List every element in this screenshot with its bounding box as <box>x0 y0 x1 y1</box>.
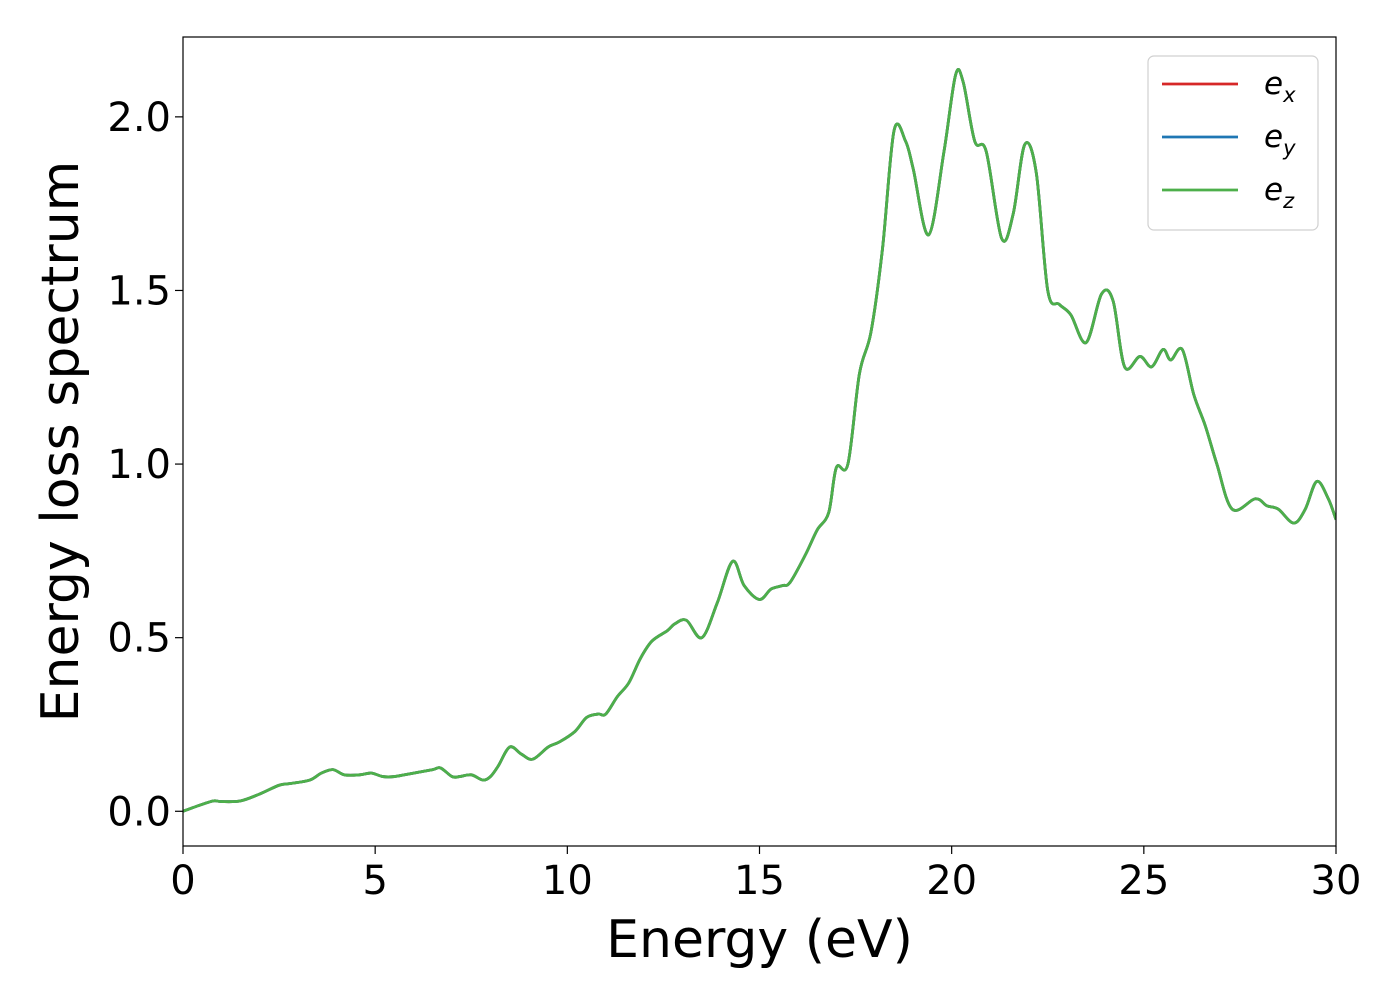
y-tick-label: 0.5 <box>107 616 171 662</box>
x-tick-label: 20 <box>926 858 977 904</box>
x-tick-label: 10 <box>542 858 593 904</box>
y-tick-label: 1.0 <box>107 442 171 488</box>
x-tick-label: 5 <box>362 858 387 904</box>
y-tick-label: 0.0 <box>107 789 171 835</box>
x-tick-label: 0 <box>170 858 195 904</box>
legend-label-base: e <box>1264 66 1283 102</box>
y-axis: 0.0 0.5 1.0 1.5 2.0 <box>107 95 183 835</box>
x-tick-label: 25 <box>1118 858 1169 904</box>
legend-label-subscript: z <box>1282 189 1295 213</box>
x-axis: 0 5 10 15 20 25 30 <box>170 846 1361 904</box>
legend-label-base: e <box>1264 172 1283 208</box>
legend-label-z: ez <box>1264 172 1295 213</box>
legend-label-subscript: x <box>1282 83 1296 107</box>
legend-label-subscript: y <box>1282 136 1296 160</box>
y-tick-label: 1.5 <box>107 268 171 314</box>
legend-label-x: ex <box>1264 66 1296 107</box>
legend-label-base: e <box>1264 119 1283 155</box>
y-axis-label: Energy loss spectrum <box>31 161 91 723</box>
series-lines <box>183 68 1336 813</box>
x-axis-label: Energy (eV) <box>606 910 913 970</box>
series-line-z <box>183 68 1336 813</box>
legend-label-y: ey <box>1264 119 1296 160</box>
y-tick-label: 2.0 <box>107 95 171 141</box>
x-tick-label: 15 <box>734 858 785 904</box>
legend-box <box>1147 55 1319 231</box>
x-tick-label: 30 <box>1311 858 1362 904</box>
